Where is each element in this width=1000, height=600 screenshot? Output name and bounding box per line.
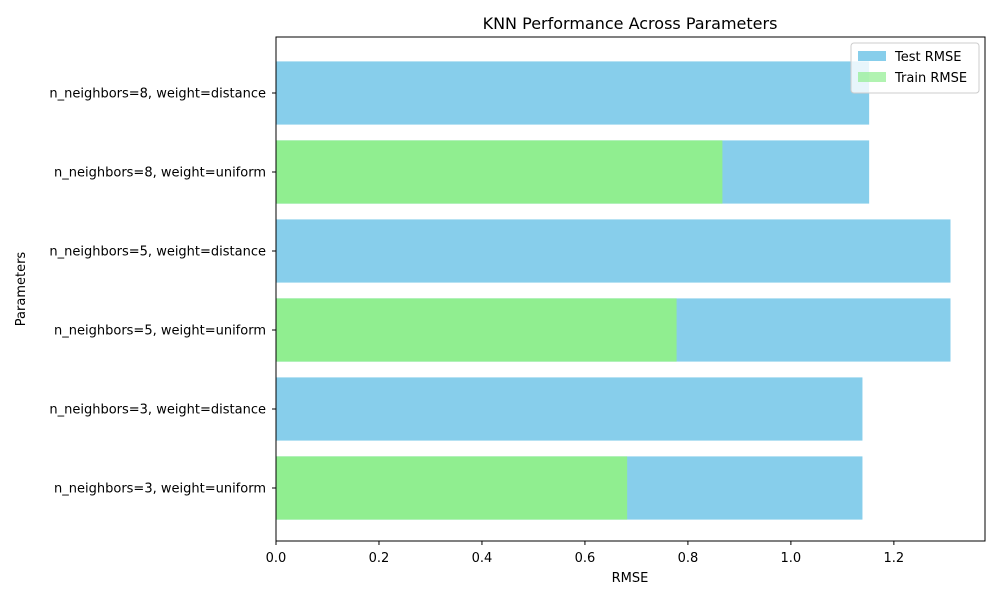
test-rmse-bar-3 bbox=[276, 219, 951, 283]
legend-swatch-train-rmse bbox=[858, 72, 886, 82]
x-tick-label: 0.6 bbox=[575, 551, 596, 566]
y-tick-label: n_neighbors=5, weight=uniform bbox=[54, 324, 266, 339]
x-tick-label: 1.2 bbox=[884, 551, 905, 566]
legend-swatch-test-rmse bbox=[858, 51, 886, 61]
x-tick-label: 0.8 bbox=[678, 551, 699, 566]
legend-label-test-rmse: Test RMSE bbox=[894, 50, 961, 65]
x-tick-label: 0.2 bbox=[369, 551, 390, 566]
train-rmse-bar-0 bbox=[276, 456, 628, 520]
y-tick-label: n_neighbors=3, weight=distance bbox=[49, 403, 266, 418]
test-rmse-bar-1 bbox=[276, 377, 863, 441]
plot-area-frame bbox=[275, 36, 986, 542]
y-axis-ticks: n_neighbors=3, weight=uniform n_neighbors… bbox=[49, 87, 276, 497]
legend: Test RMSE Train RMSE bbox=[850, 42, 980, 94]
x-tick-label: 0.4 bbox=[472, 551, 493, 566]
y-tick-label: n_neighbors=3, weight=uniform bbox=[54, 482, 266, 497]
legend-label-train-rmse: Train RMSE bbox=[894, 71, 967, 86]
test-rmse-bar-5 bbox=[276, 61, 870, 125]
x-tick-label: 0.0 bbox=[266, 551, 287, 566]
chart-title: KNN Performance Across Parameters bbox=[483, 14, 778, 33]
x-axis-label: RMSE bbox=[612, 571, 649, 586]
x-tick-label: 1.0 bbox=[781, 551, 802, 566]
train-rmse-bar-2 bbox=[276, 298, 677, 362]
bars-group bbox=[276, 61, 951, 520]
train-rmse-bar-4 bbox=[276, 140, 723, 204]
y-tick-label: n_neighbors=8, weight=uniform bbox=[54, 166, 266, 181]
x-axis-ticks: 0.0 0.2 0.4 0.6 0.8 1.0 1.2 bbox=[266, 541, 905, 566]
y-tick-label: n_neighbors=8, weight=distance bbox=[49, 87, 266, 102]
y-axis-label: Parameters bbox=[14, 252, 29, 327]
y-tick-label: n_neighbors=5, weight=distance bbox=[49, 245, 266, 260]
